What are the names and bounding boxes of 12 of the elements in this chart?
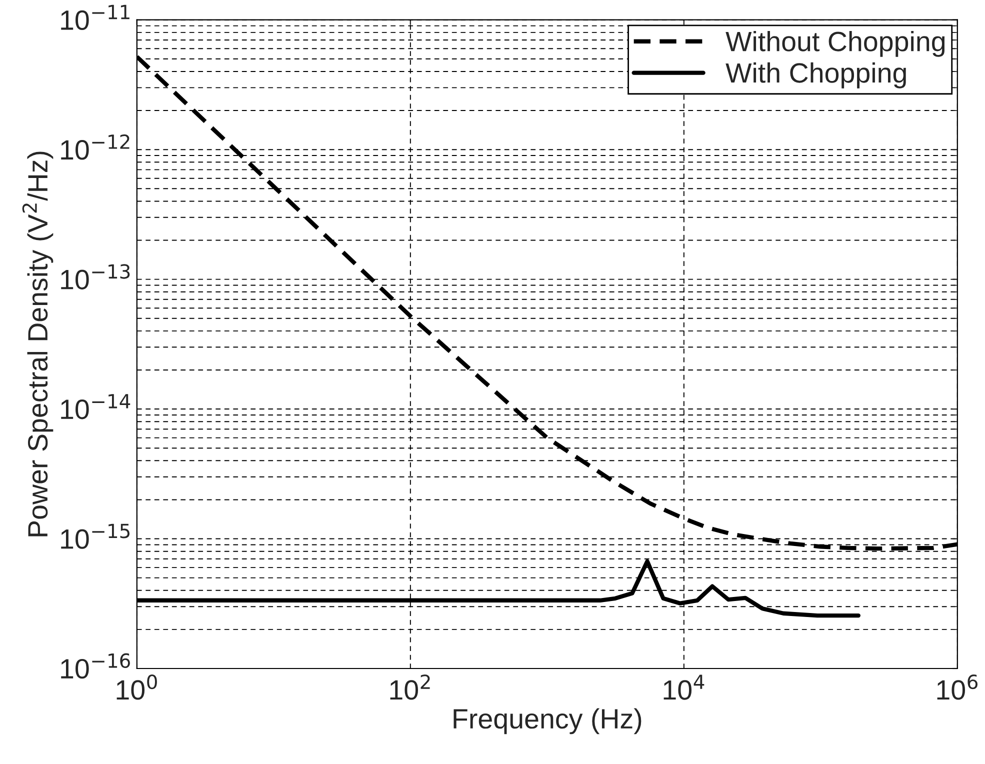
y-tick-label: 10$^{−15}$ xyxy=(61,524,130,549)
x-tick-label: 10$^{6}$ xyxy=(937,674,978,700)
y-axis-title: Power Spectral Density (V$^{2}$/Hz) xyxy=(22,152,54,536)
x-axis-title: Frequency (Hz) xyxy=(454,708,642,734)
x-tick-label: 10$^{4}$ xyxy=(664,674,704,700)
x-tick-label: 10$^{2}$ xyxy=(390,674,430,700)
y-tick-label: 10$^{−13}$ xyxy=(61,264,130,290)
legend-label: Without Chopping xyxy=(726,30,945,57)
y-tick-label: 10$^{−11}$ xyxy=(61,4,130,30)
legend-label: With Chopping xyxy=(726,62,906,88)
y-tick-label: 10$^{−14}$ xyxy=(61,394,130,420)
y-tick-label: 10$^{−12}$ xyxy=(61,134,130,160)
